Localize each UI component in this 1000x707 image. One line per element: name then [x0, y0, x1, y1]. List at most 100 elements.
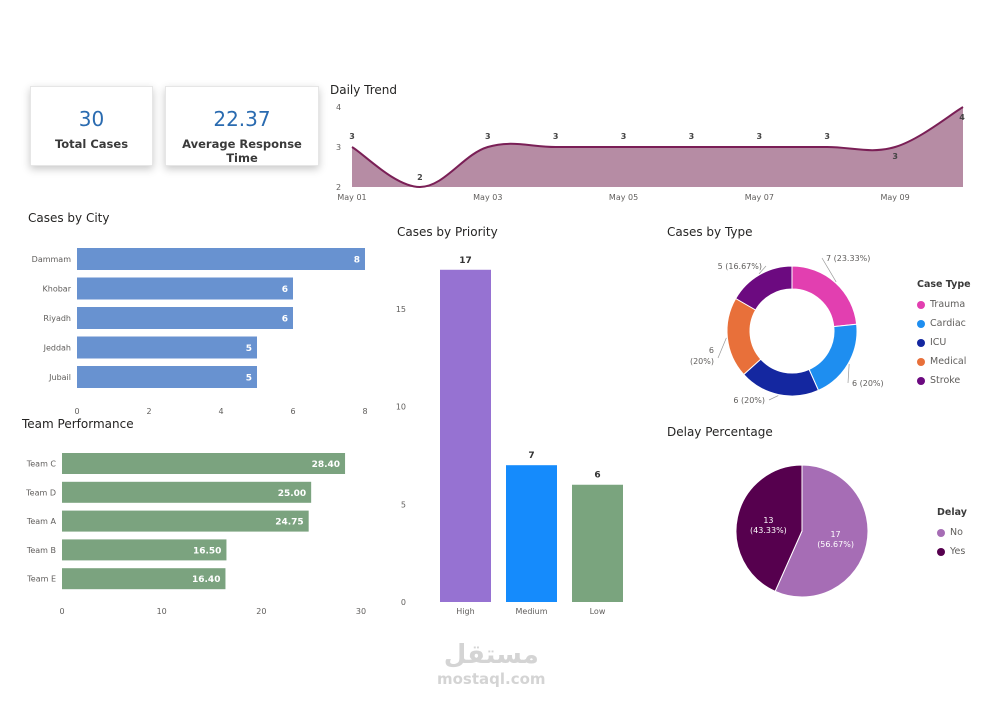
trend-x-tick: May 05 — [609, 193, 638, 202]
team-data-label: 16.40 — [192, 575, 220, 585]
team-x-tick: 20 — [256, 607, 266, 616]
case-type-legend-item[interactable]: Cardiac — [917, 314, 971, 333]
team-bar — [62, 453, 346, 474]
case-type-legend-swatch — [917, 319, 925, 328]
case-type-legend-item[interactable]: Trauma — [917, 295, 971, 314]
avg-response-card: 22.37 Average Response Time — [165, 86, 319, 166]
delay-data-label-pct: (43.33%) — [750, 526, 787, 535]
case-type-legend-label: Medical — [930, 356, 967, 367]
delay-legend: Delay No Yes — [937, 507, 967, 561]
watermark-arabic: مستقل — [443, 640, 539, 670]
delay-slice — [774, 464, 869, 598]
trend-data-label: 3 — [553, 132, 559, 141]
priority-data-label: 17 — [459, 256, 472, 266]
type-data-label: 7 (23.33%) — [826, 254, 870, 263]
team-bar — [62, 510, 309, 532]
city-category-label: Dammam — [32, 255, 72, 264]
trend-data-label: 3 — [621, 132, 627, 141]
priority-data-label: 6 — [594, 471, 600, 481]
city-bar — [77, 307, 293, 329]
avg-response-value: 22.37 — [213, 107, 271, 131]
trend-data-label: 3 — [349, 132, 355, 141]
case-type-legend-title: Case Type — [917, 279, 971, 290]
case-type-legend-swatch — [917, 376, 925, 385]
daily-trend-title: Daily Trend — [330, 83, 398, 97]
trend-data-label: 3 — [757, 132, 763, 141]
case-type-legend-swatch — [917, 338, 925, 347]
delay-percentage-title: Delay Percentage — [667, 425, 773, 439]
total-cases-value: 30 — [78, 107, 105, 131]
delay-legend-item[interactable]: No — [937, 523, 967, 542]
city-x-tick: 8 — [362, 407, 367, 416]
mostaql-watermark: مستقل mostaql.com — [437, 640, 546, 688]
case-type-legend-label: Cardiac — [930, 318, 966, 329]
delay-legend-item[interactable]: Yes — [937, 542, 967, 561]
city-category-label: Jubail — [48, 373, 71, 382]
delay-legend-label: Yes — [950, 546, 966, 557]
delay-data-label: 17 — [830, 530, 840, 539]
priority-y-tick: 5 — [401, 500, 406, 509]
city-data-label: 6 — [282, 315, 288, 325]
city-category-label: Jeddah — [43, 344, 71, 353]
city-x-tick: 0 — [74, 407, 79, 416]
trend-y-tick: 2 — [336, 183, 341, 192]
case-type-legend-swatch — [917, 300, 925, 309]
team-performance-title: Team Performance — [22, 417, 134, 431]
city-x-tick: 6 — [290, 407, 295, 416]
city-data-label: 6 — [282, 285, 288, 295]
type-leader-line — [847, 363, 850, 384]
priority-bar — [572, 484, 623, 602]
type-leader-line — [758, 265, 767, 275]
trend-y-tick: 3 — [336, 143, 341, 152]
cases-by-priority-title: Cases by Priority — [397, 225, 498, 239]
team-category-label: Team E — [26, 575, 56, 584]
team-x-tick: 30 — [356, 607, 366, 616]
priority-bar — [506, 465, 557, 602]
city-data-label: 5 — [246, 374, 252, 384]
team-bar — [62, 481, 312, 503]
total-cases-card: 30 Total Cases — [30, 86, 153, 166]
team-x-tick: 0 — [59, 607, 64, 616]
city-category-label: Khobar — [43, 285, 72, 294]
type-leader-line — [821, 257, 837, 283]
trend-data-label: 3 — [485, 132, 491, 141]
trend-data-label: 3 — [689, 132, 695, 141]
city-bar — [77, 277, 293, 300]
type-data-label: 6 (20%) — [733, 396, 765, 405]
team-category-label: Team A — [26, 517, 57, 526]
case-type-legend-item[interactable]: ICU — [917, 333, 971, 352]
cases-by-type-title: Cases by Type — [667, 225, 753, 239]
priority-bar — [440, 269, 491, 602]
priority-x-tick: Low — [590, 607, 606, 616]
team-bar — [62, 539, 227, 561]
trend-data-label: 3 — [892, 152, 898, 161]
case-type-legend-label: ICU — [930, 337, 947, 348]
delay-legend-label: No — [950, 527, 963, 538]
watermark-latin: mostaql.com — [437, 670, 546, 688]
trend-line — [351, 106, 964, 189]
team-category-label: Team C — [26, 460, 57, 469]
trend-y-tick: 4 — [336, 103, 341, 112]
trend-x-tick: May 03 — [473, 193, 502, 202]
type-data-label: 5 (16.67%) — [718, 262, 762, 271]
trend-x-tick: May 09 — [880, 193, 909, 202]
avg-response-label: Average Response Time — [182, 137, 302, 165]
team-x-tick: 10 — [157, 607, 167, 616]
team-category-label: Team D — [25, 488, 56, 497]
total-cases-label: Total Cases — [54, 137, 129, 151]
case-type-legend-item[interactable]: Medical — [917, 352, 971, 371]
case-type-legend-swatch — [917, 357, 925, 366]
city-bar — [77, 336, 257, 359]
type-leader-line — [717, 337, 727, 359]
delay-slice — [735, 464, 803, 592]
team-category-label: Team B — [26, 546, 56, 555]
case-type-legend-label: Stroke — [930, 375, 961, 386]
team-data-label: 28.40 — [312, 460, 340, 470]
type-slice — [735, 265, 793, 311]
case-type-legend-item[interactable]: Stroke — [917, 371, 971, 390]
